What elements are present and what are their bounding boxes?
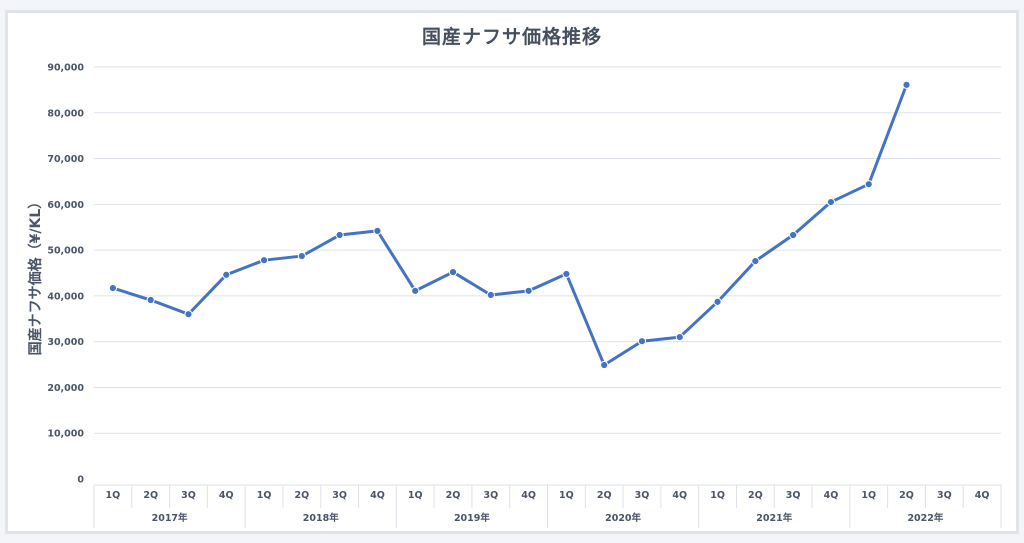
x-tick-quarter: 4Q [521, 490, 536, 501]
x-tick-quarter: 2Q [748, 490, 763, 501]
x-tick-quarter: 4Q [219, 490, 234, 501]
x-tick-quarter: 2Q [597, 490, 612, 501]
data-point-marker [864, 180, 873, 189]
x-tick-quarter: 1Q [257, 490, 272, 501]
data-point-marker [184, 310, 193, 319]
data-point-marker [524, 286, 533, 295]
x-tick-year: 2020年 [605, 512, 641, 524]
data-point-marker [108, 284, 117, 293]
x-tick-year: 2017年 [152, 512, 188, 524]
data-point-marker [751, 256, 760, 266]
x-tick-quarter: 3Q [635, 490, 650, 501]
x-tick-quarter: 4Q [975, 490, 990, 501]
x-tick-quarter: 2Q [899, 490, 914, 501]
x-tick-quarter: 1Q [559, 490, 574, 501]
x-tick-quarter: 3Q [332, 490, 347, 501]
y-tick-label: 30,000 [47, 337, 84, 348]
data-point-marker [675, 332, 684, 342]
x-tick-quarter: 2Q [295, 490, 310, 501]
y-tick-label: 60,000 [47, 200, 84, 211]
data-point-marker [373, 226, 382, 235]
data-point-marker [448, 267, 458, 277]
x-tick-quarter: 3Q [786, 490, 801, 501]
gridlines [94, 66, 1001, 434]
x-tick-quarter: 1Q [106, 490, 121, 501]
y-tick-label: 80,000 [47, 108, 84, 119]
x-tick-quarter: 4Q [370, 490, 385, 501]
y-tick-label: 0 [77, 475, 84, 486]
chart-title: 国産ナフサ価格推移 [421, 26, 602, 48]
x-tick-quarter: 1Q [861, 490, 876, 501]
y-axis-title: 国産ナフサ価格（¥/KL） [27, 195, 44, 356]
series-line [108, 80, 911, 370]
x-tick-year: 2021年 [756, 512, 792, 524]
x-tick-quarter: 3Q [483, 490, 498, 501]
x-tick-quarter: 4Q [672, 490, 687, 501]
data-point-marker [146, 295, 155, 305]
x-tick-quarter: 1Q [408, 490, 423, 501]
data-point-marker [222, 270, 231, 279]
y-tick-label: 20,000 [47, 383, 84, 394]
x-tick-year: 2022年 [907, 512, 943, 524]
y-tick-label: 10,000 [47, 429, 84, 440]
x-tick-quarter: 2Q [143, 490, 158, 501]
x-tick-quarter: 2Q [446, 490, 461, 501]
y-tick-label: 90,000 [47, 63, 84, 74]
data-point-marker [826, 197, 836, 207]
y-tick-label: 70,000 [47, 154, 84, 165]
data-point-marker [259, 256, 269, 265]
data-point-marker [411, 286, 420, 295]
data-point-marker [297, 251, 306, 261]
x-tick-year: 2018年 [303, 512, 339, 524]
x-tick-quarter: 4Q [824, 490, 839, 501]
data-point-marker [713, 297, 722, 306]
y-tick-label: 40,000 [47, 291, 84, 302]
data-point-marker [637, 337, 647, 346]
x-tick-quarter: 3Q [181, 490, 196, 501]
data-point-marker [600, 360, 609, 370]
data-point-marker [486, 290, 495, 300]
y-tick-label: 50,000 [47, 246, 84, 257]
x-tick-quarter: 1Q [710, 490, 725, 501]
data-point-marker [335, 230, 344, 240]
x-tick-year: 2019年 [454, 512, 490, 524]
series-polyline [112, 84, 908, 367]
x-axis-categories: 1Q 2Q 3Q 4Q 1Q 2Q 3Q 4Q 1Q 2Q 3Q 4Q 1Q 2Q 3Q 4Q 1Q 2Q 3Q 4Q… [93, 484, 1002, 528]
data-point-marker [902, 80, 911, 89]
y-axis-ticks: 0 10,000 20,000 30,000 40,000 50,000 60,000 70,… [47, 63, 84, 486]
x-tick-quarter: 3Q [937, 490, 952, 501]
chart-frame [5, 10, 1019, 534]
data-point-marker [562, 269, 571, 279]
data-point-marker [789, 230, 798, 240]
